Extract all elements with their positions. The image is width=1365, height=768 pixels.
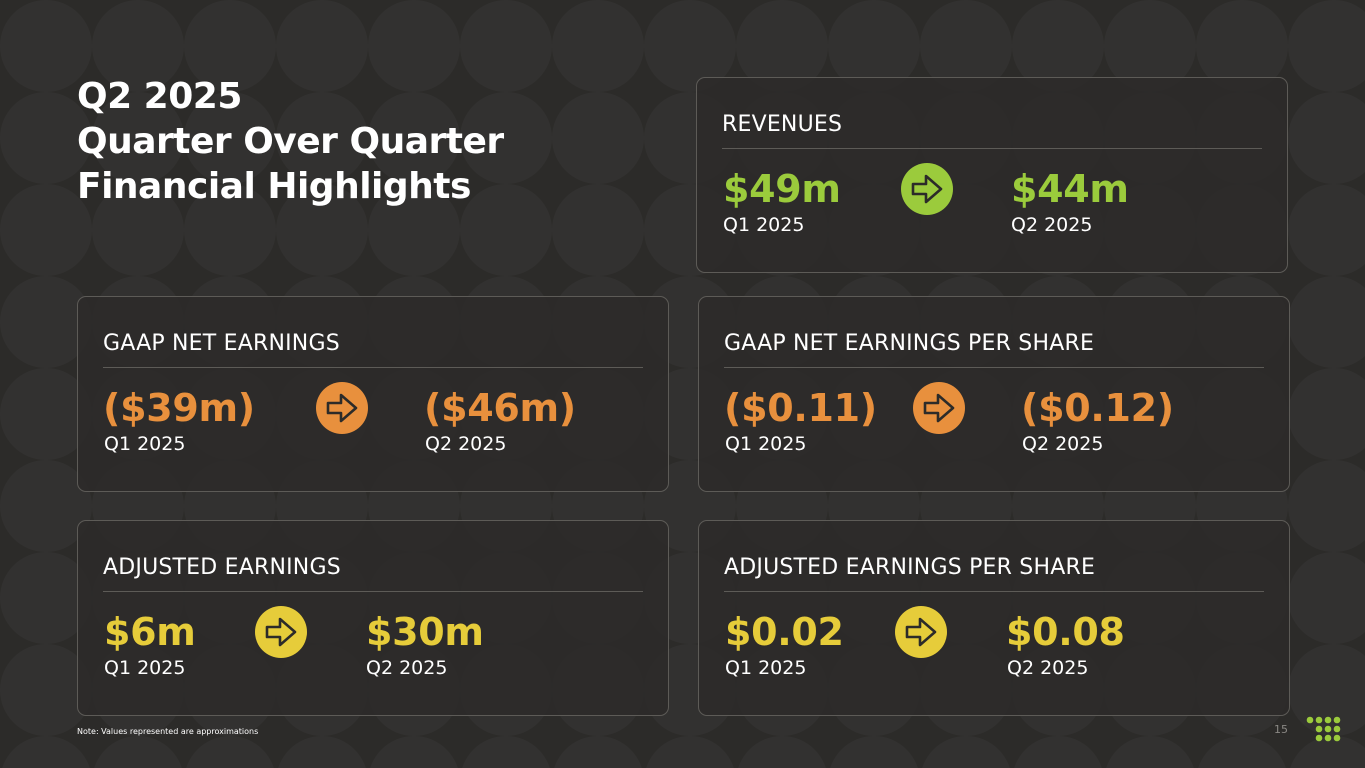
q2-period: Q2 2025: [1011, 214, 1093, 236]
q1-value: $0.02: [725, 610, 844, 654]
q2-value: $30m: [366, 610, 484, 654]
arrow-right-icon: [901, 163, 953, 215]
q2-value: $44m: [1011, 167, 1129, 211]
card-label: GAAP NET EARNINGS: [103, 331, 340, 356]
q1-value: $6m: [104, 610, 196, 654]
q1-period: Q1 2025: [725, 657, 807, 679]
title-line-topic: Financial Highlights: [77, 166, 471, 207]
dot-grid-logo-icon: [1306, 716, 1341, 742]
q2-period: Q2 2025: [366, 657, 448, 679]
q1-period: Q1 2025: [723, 214, 805, 236]
card-label: GAAP NET EARNINGS PER SHARE: [724, 331, 1095, 356]
q2-value: ($0.12): [1021, 386, 1174, 430]
gaap-eps-card: GAAP NET EARNINGS PER SHARE ($0.11) Q1 2…: [698, 296, 1290, 492]
arrow-right-icon: [316, 382, 368, 434]
q1-value: $49m: [723, 167, 841, 211]
q1-period: Q1 2025: [104, 657, 186, 679]
footnote: Note: Values represented are approximati…: [77, 727, 259, 736]
divider: [724, 367, 1264, 368]
card-label: ADJUSTED EARNINGS PER SHARE: [724, 555, 1096, 580]
q1-value: ($39m): [103, 386, 255, 430]
arrow-right-icon: [895, 606, 947, 658]
q2-value: $0.08: [1006, 610, 1125, 654]
slide-title: Q2 2025 Quarter Over Quarter Financial H…: [77, 74, 637, 209]
card-label: ADJUSTED EARNINGS: [103, 555, 341, 580]
divider: [103, 591, 643, 592]
divider: [103, 367, 643, 368]
title-line-subject: Quarter Over Quarter: [77, 121, 504, 162]
divider: [724, 591, 1264, 592]
arrow-right-icon: [255, 606, 307, 658]
revenues-card: REVENUES $49m Q1 2025 $44m Q2 2025: [696, 77, 1288, 273]
q2-period: Q2 2025: [1007, 657, 1089, 679]
q1-value: ($0.11): [724, 386, 877, 430]
adjusted-earnings-card: ADJUSTED EARNINGS $6m Q1 2025 $30m Q2 20…: [77, 520, 669, 716]
title-line-period: Q2 2025: [77, 76, 242, 117]
arrow-right-icon: [913, 382, 965, 434]
q1-period: Q1 2025: [104, 433, 186, 455]
gaap-net-earnings-card: GAAP NET EARNINGS ($39m) Q1 2025 ($46m) …: [77, 296, 669, 492]
q1-period: Q1 2025: [725, 433, 807, 455]
q2-value: ($46m): [424, 386, 576, 430]
q2-period: Q2 2025: [1022, 433, 1104, 455]
card-label: REVENUES: [722, 112, 843, 137]
adjusted-eps-card: ADJUSTED EARNINGS PER SHARE $0.02 Q1 202…: [698, 520, 1290, 716]
divider: [722, 148, 1262, 149]
page-number: 15: [1274, 723, 1288, 736]
q2-period: Q2 2025: [425, 433, 507, 455]
